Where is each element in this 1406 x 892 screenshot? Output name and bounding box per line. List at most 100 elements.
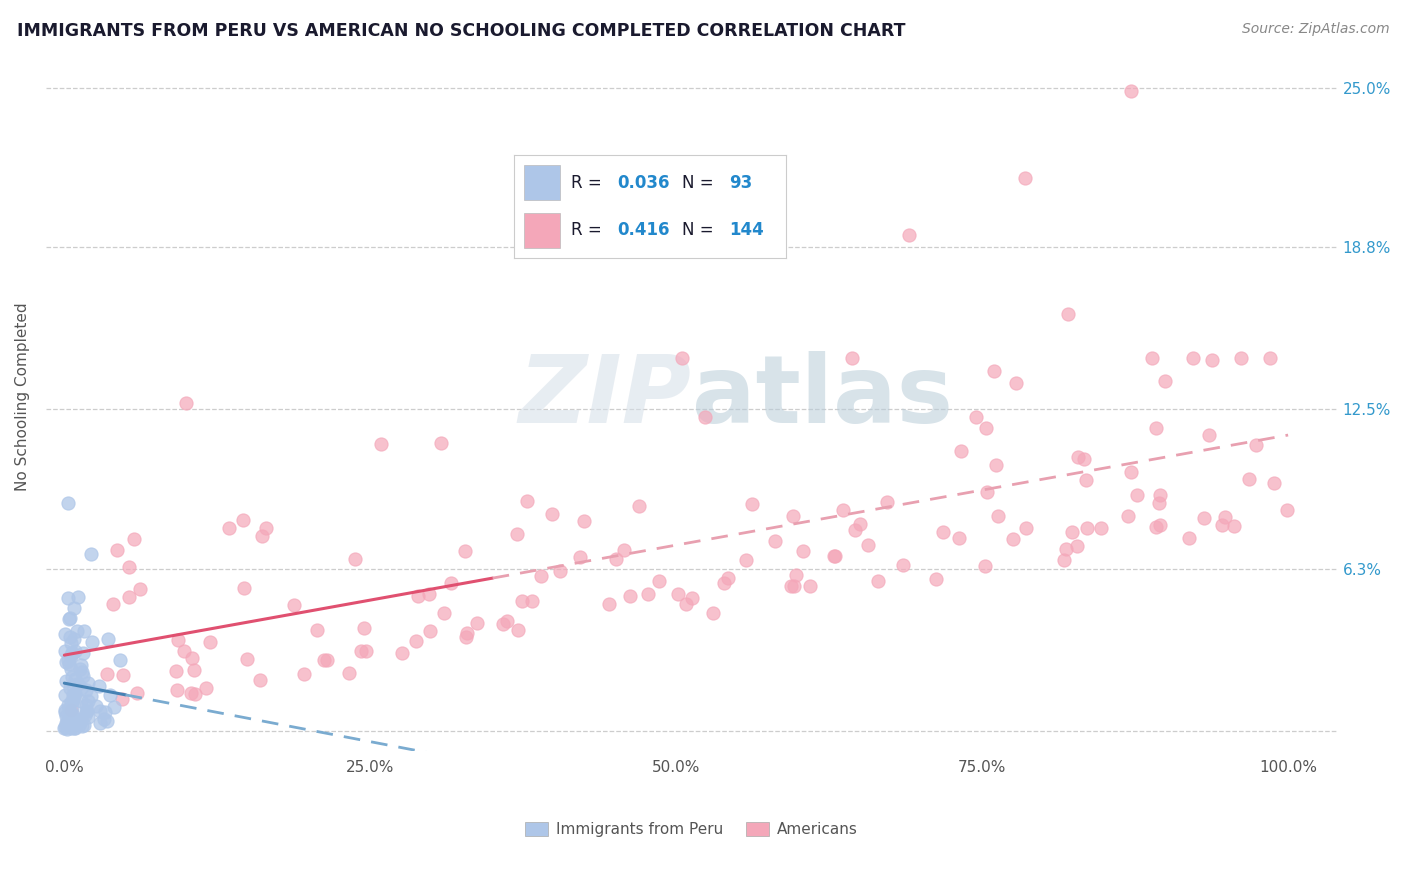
Point: [1066, 539, 1088, 553]
Text: 144: 144: [728, 221, 763, 239]
Point: [76, 693, 98, 707]
Point: [63, 721, 86, 735]
Point: [522, 594, 544, 608]
Point: [53, 703, 76, 717]
Point: [1192, 511, 1215, 525]
Point: [80, 690, 103, 704]
Point: [62, 692, 84, 706]
Point: [53, 705, 76, 719]
Point: [58, 496, 80, 510]
Point: [516, 494, 538, 508]
Point: [174, 396, 197, 410]
Point: [508, 623, 530, 637]
Point: [344, 552, 367, 566]
Text: R =: R =: [571, 174, 602, 192]
Point: [783, 579, 806, 593]
Point: [717, 571, 740, 585]
Text: 0.416: 0.416: [617, 221, 669, 239]
Point: [1182, 351, 1205, 365]
Point: [832, 503, 855, 517]
Point: [1090, 521, 1112, 535]
Point: [194, 681, 217, 695]
Point: [62, 688, 84, 702]
Point: [96, 714, 118, 728]
Text: 93: 93: [728, 174, 752, 192]
Point: [173, 644, 195, 658]
Point: [541, 507, 564, 521]
Point: [1198, 427, 1220, 442]
Point: [166, 633, 188, 648]
Point: [354, 644, 377, 658]
Point: [1154, 374, 1177, 388]
Text: ZIP: ZIP: [519, 351, 692, 442]
Text: 0.036: 0.036: [617, 174, 669, 192]
Point: [77, 676, 100, 690]
Point: [110, 653, 132, 667]
Point: [454, 543, 477, 558]
Point: [337, 665, 360, 680]
Point: [799, 579, 821, 593]
Point: [876, 494, 898, 508]
Point: [648, 574, 671, 589]
Point: [53, 688, 76, 702]
Point: [965, 409, 987, 424]
Point: [63, 712, 86, 726]
Point: [1230, 351, 1253, 365]
Point: [80, 635, 103, 649]
Point: [236, 652, 259, 666]
Point: [55, 708, 77, 723]
Point: [824, 549, 846, 563]
Point: [433, 607, 456, 621]
Point: [613, 542, 636, 557]
Point: [530, 569, 553, 583]
Point: [77, 710, 100, 724]
Point: [637, 587, 659, 601]
Point: [63, 686, 86, 700]
Point: [1116, 509, 1139, 524]
Point: [349, 643, 371, 657]
Point: [1149, 517, 1171, 532]
Point: [1142, 351, 1164, 365]
Point: [56, 722, 79, 736]
Point: [97, 632, 120, 647]
FancyBboxPatch shape: [524, 165, 560, 201]
Point: [735, 553, 758, 567]
Point: [69, 681, 91, 695]
Point: [1263, 476, 1285, 491]
Point: [1121, 466, 1143, 480]
Point: [75, 698, 97, 713]
Point: [925, 572, 948, 586]
Point: [55, 655, 77, 669]
Point: [181, 651, 204, 665]
Point: [105, 543, 128, 558]
Point: [671, 351, 693, 365]
Point: [405, 634, 427, 648]
Point: [1144, 520, 1167, 534]
Point: [305, 624, 328, 638]
Point: [55, 720, 77, 734]
Point: [73, 717, 96, 731]
Point: [283, 598, 305, 612]
Point: [370, 436, 392, 450]
Point: [183, 663, 205, 677]
Point: [166, 683, 188, 698]
Point: [60, 701, 83, 715]
Point: [55, 627, 77, 641]
Point: [56, 591, 79, 606]
Point: [792, 544, 814, 558]
Point: [823, 549, 845, 563]
Point: [572, 514, 595, 528]
Point: [1053, 553, 1076, 567]
Point: [56, 698, 79, 712]
Point: [59, 630, 82, 644]
Point: [55, 716, 77, 731]
Point: [63, 714, 86, 729]
Point: [782, 509, 804, 524]
Point: [111, 692, 134, 706]
Point: [118, 590, 141, 604]
Point: [184, 687, 207, 701]
Point: [418, 587, 440, 601]
Point: [103, 699, 125, 714]
Point: [73, 624, 96, 638]
Point: [56, 714, 79, 729]
